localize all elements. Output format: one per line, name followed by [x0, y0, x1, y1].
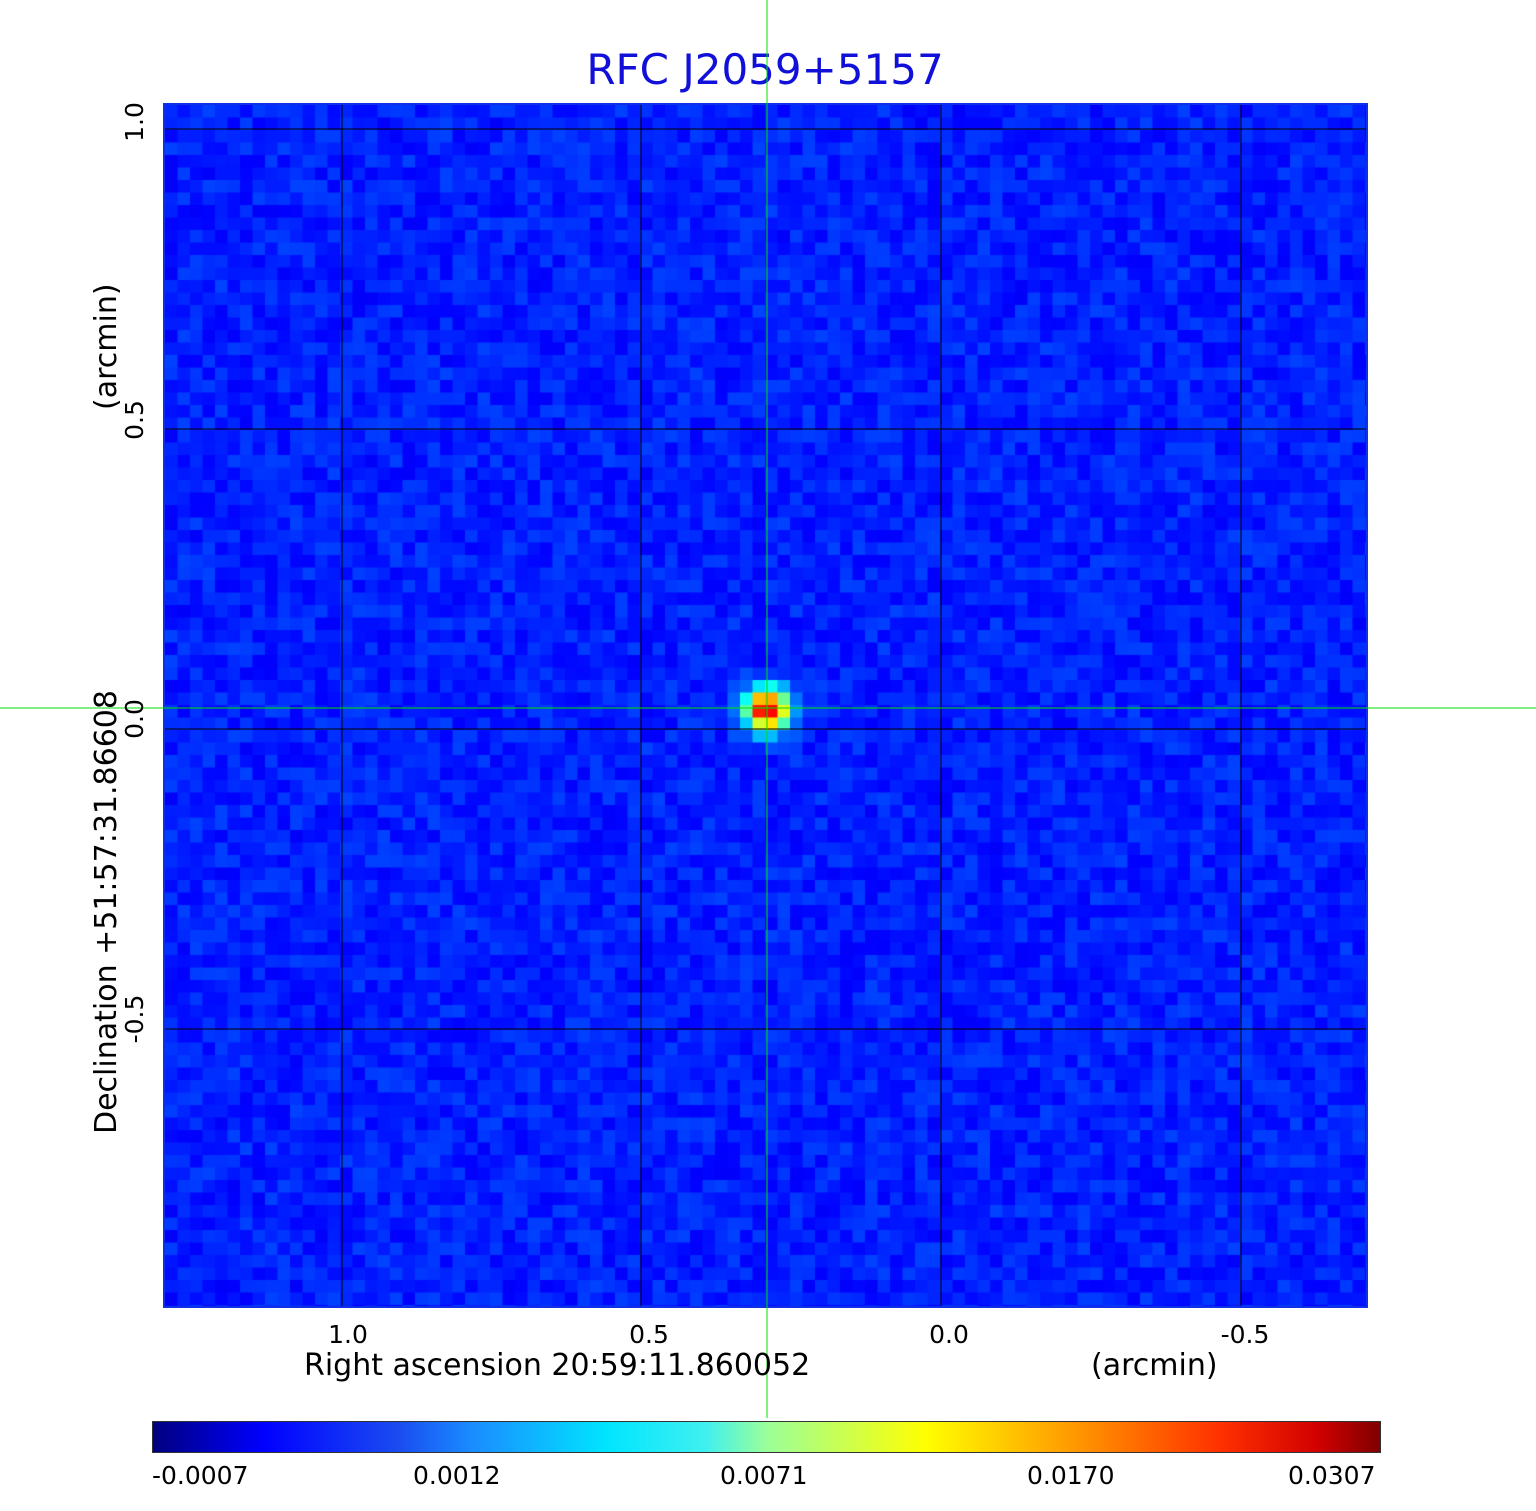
radio-intensity-map[interactable]	[165, 105, 1366, 1306]
x-tick-label: -0.5	[1220, 1320, 1270, 1349]
x-tick-label: 0.0	[929, 1320, 969, 1349]
x-axis-unit: (arcmin)	[1091, 1348, 1218, 1383]
x-tick-label: 1.0	[328, 1320, 368, 1349]
y-axis-label: Declination +51:57:31.86608	[89, 690, 124, 1134]
colorbar-tick-label: 0.0071	[720, 1461, 808, 1490]
sky-image-frame[interactable]	[163, 103, 1368, 1308]
x-axis-label: Right ascension 20:59:11.860052	[304, 1348, 811, 1383]
y-axis-unit: (arcmin)	[89, 283, 124, 410]
y-tick-label: 1.0	[120, 102, 149, 142]
x-tick-label: 0.5	[629, 1320, 669, 1349]
colorbar-tick-label: 0.0012	[413, 1461, 501, 1490]
colorbar-tick-label: 0.0307	[1288, 1461, 1376, 1490]
colorbar	[152, 1421, 1381, 1453]
image-title: RFC J2059+5157	[586, 45, 944, 94]
colorbar-tick-label: -0.0007	[152, 1461, 249, 1490]
colorbar-tick-label: 0.0170	[1027, 1461, 1115, 1490]
